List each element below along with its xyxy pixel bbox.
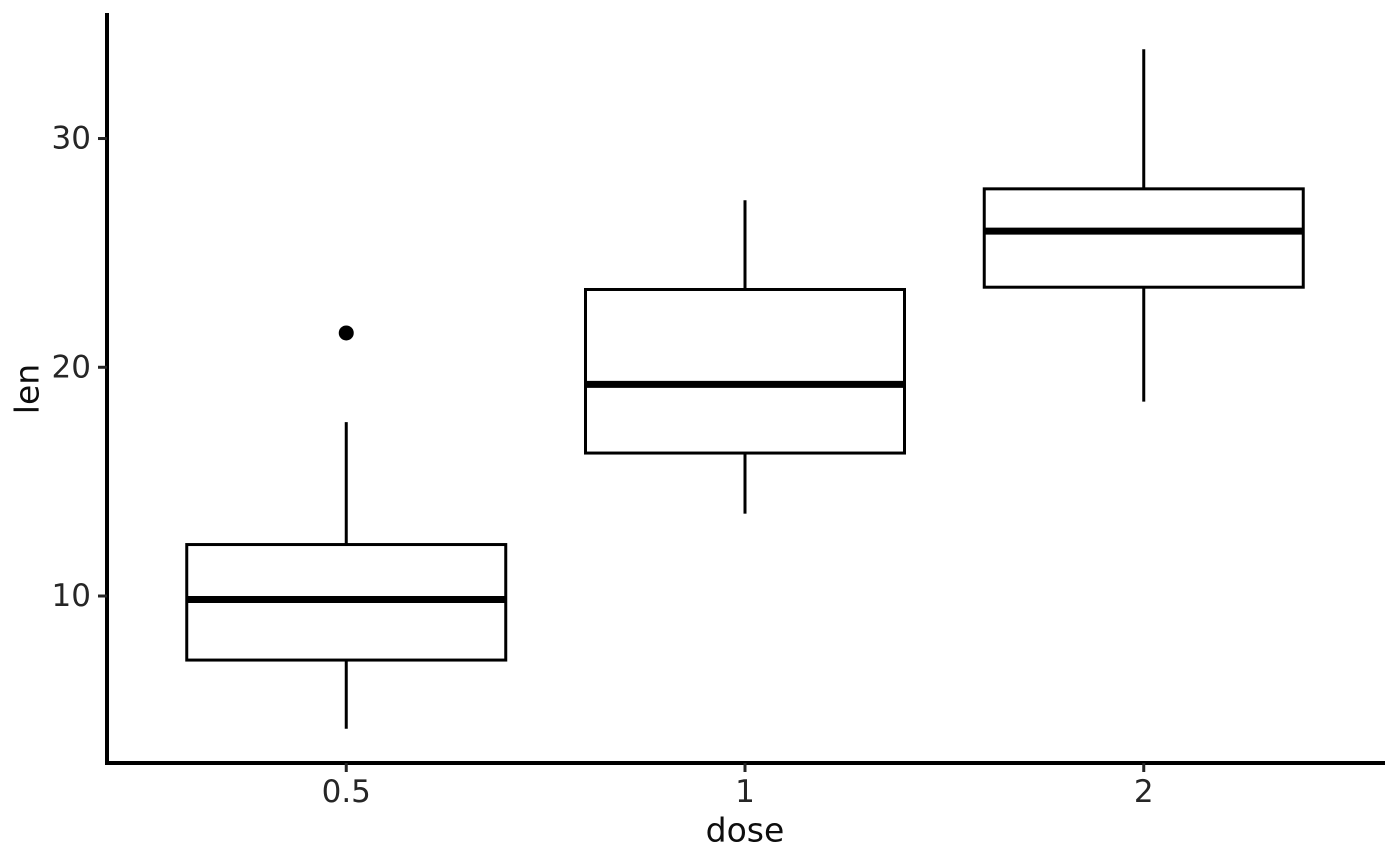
y-tick-label: 20 [52, 349, 91, 385]
box [584, 287, 906, 455]
x-tick-label: 0.5 [322, 774, 371, 810]
outlier-point [338, 325, 354, 341]
box [982, 187, 1305, 289]
y-tick-label: 30 [52, 121, 91, 157]
x-tick-label: 2 [1134, 774, 1154, 810]
x-tick-label: 1 [735, 774, 755, 810]
x-axis-title: dose [706, 811, 785, 850]
y-axis-title: len [8, 364, 47, 414]
y-tick-label: 10 [52, 578, 91, 614]
